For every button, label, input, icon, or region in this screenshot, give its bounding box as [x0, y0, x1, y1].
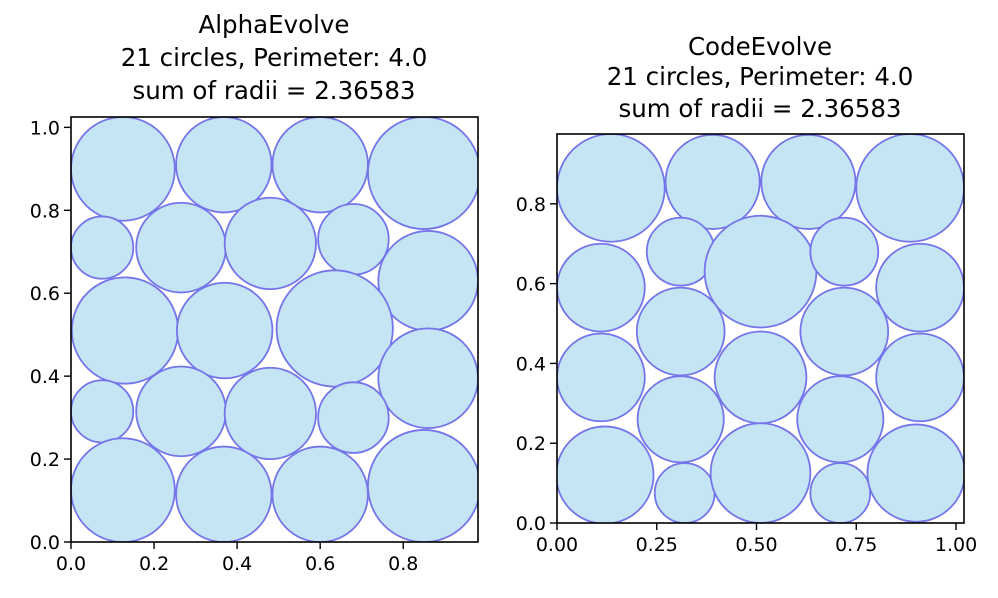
packed-circle [71, 276, 180, 385]
x-tick-label: 0.6 [305, 553, 335, 575]
x-tick-label: 0.00 [536, 534, 578, 556]
packed-circle [377, 327, 478, 429]
packed-circle [71, 437, 176, 542]
chart-title-line: sum of radii = 2.36583 [618, 94, 901, 123]
x-tick-label: 0.0 [56, 553, 86, 575]
x-tick-label: 0.25 [636, 534, 678, 556]
y-tick-label: 0.2 [516, 433, 546, 455]
packed-circle [875, 332, 964, 423]
packed-circle [636, 375, 725, 464]
packed-circle [875, 242, 964, 333]
packed-circle [223, 366, 317, 461]
packed-circle [557, 332, 646, 423]
y-tick-label: 0.6 [516, 274, 546, 296]
packed-circle [223, 196, 317, 291]
packed-circle [271, 445, 369, 542]
packed-circle [855, 134, 964, 243]
packed-circle [317, 381, 390, 454]
plot-frame [556, 133, 965, 524]
y-tick-label: 1.0 [30, 117, 60, 139]
packed-circle [71, 379, 135, 444]
y-tick-label: 0.4 [516, 353, 546, 375]
x-tick-label: 0.2 [139, 553, 169, 575]
packed-circle [866, 423, 964, 523]
chart-title-line: sum of radii = 2.36583 [132, 76, 415, 105]
packed-circle [367, 117, 478, 230]
packed-circle [176, 281, 274, 380]
packed-circle [377, 230, 478, 332]
chart-title-line: 21 circles, Perimeter: 4.0 [607, 62, 914, 91]
x-tick-label: 0.50 [735, 534, 777, 556]
packed-circle [809, 462, 872, 523]
x-tick-label: 0.75 [835, 534, 877, 556]
packed-circle [760, 134, 857, 230]
packed-circle [703, 214, 818, 329]
packed-circle [709, 422, 812, 523]
y-tick-label: 0.0 [516, 513, 546, 535]
packed-circle [557, 134, 666, 243]
packed-circle [557, 425, 655, 523]
y-tick-label: 0.4 [30, 366, 60, 388]
x-tick-label: 0.4 [222, 553, 252, 575]
circle-group [71, 117, 478, 542]
y-tick-label: 0.0 [30, 532, 60, 554]
packed-circle [713, 330, 808, 425]
x-tick-label: 1.00 [935, 534, 977, 556]
circle-group [557, 134, 964, 523]
chart-title-line: 21 circles, Perimeter: 4.0 [121, 43, 428, 72]
packed-circle [71, 117, 176, 222]
packed-circle [809, 216, 880, 287]
panel-alphaevolve: AlphaEvolve 21 circles, Perimeter: 4.0 sum… [30, 10, 479, 575]
y-tick-label: 0.8 [30, 200, 60, 222]
packed-circle [653, 462, 716, 523]
packed-circle [271, 117, 369, 214]
packed-circle [135, 365, 227, 458]
packed-circle [664, 134, 761, 230]
y-tick-label: 0.6 [30, 283, 60, 305]
packed-circle [367, 429, 478, 542]
packed-circle [275, 269, 394, 388]
x-tick-label: 0.8 [388, 553, 418, 575]
chart-title-line: CodeEvolve [688, 32, 832, 61]
packed-circle [175, 445, 273, 542]
plot-frame [70, 116, 479, 543]
packed-circle [135, 201, 227, 294]
chart-title-line: AlphaEvolve [198, 10, 349, 39]
y-tick-label: 0.2 [30, 449, 60, 471]
packed-circle [796, 375, 885, 464]
packed-circle [799, 286, 890, 377]
packed-circle [317, 203, 390, 276]
packed-circle [175, 117, 273, 214]
packed-circle [71, 215, 135, 280]
y-tick-label: 0.8 [516, 194, 546, 216]
packed-circle [557, 242, 646, 333]
packed-circle [635, 286, 726, 377]
